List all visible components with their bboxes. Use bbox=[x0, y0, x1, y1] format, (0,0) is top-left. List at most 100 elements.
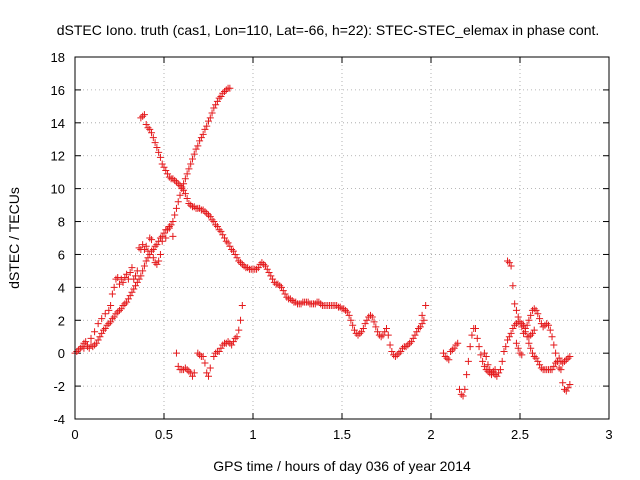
data-point bbox=[523, 321, 531, 329]
data-point bbox=[222, 86, 230, 94]
data-point bbox=[114, 308, 122, 316]
data-point bbox=[350, 326, 358, 334]
data-point bbox=[126, 269, 134, 277]
data-point bbox=[530, 305, 538, 313]
data-point bbox=[527, 311, 535, 319]
data-point bbox=[552, 349, 560, 357]
data-point bbox=[110, 313, 118, 321]
data-point bbox=[420, 316, 428, 324]
data-point bbox=[156, 250, 164, 258]
data-point bbox=[208, 109, 216, 117]
data-point bbox=[525, 316, 533, 324]
data-point bbox=[317, 300, 325, 308]
data-point bbox=[516, 318, 524, 326]
y-axis-label: dSTEC / TECUs bbox=[6, 187, 22, 289]
data-point bbox=[525, 339, 533, 347]
data-point bbox=[372, 323, 380, 331]
data-point bbox=[566, 380, 574, 388]
data-point bbox=[188, 372, 196, 380]
data-point bbox=[240, 262, 248, 270]
data-point bbox=[190, 369, 198, 377]
data-point bbox=[518, 323, 526, 331]
data-point bbox=[221, 88, 229, 96]
data-point bbox=[205, 372, 212, 380]
data-point bbox=[103, 321, 111, 329]
data-point bbox=[172, 178, 180, 186]
data-point bbox=[315, 298, 323, 306]
data-point bbox=[228, 246, 236, 254]
data-point bbox=[148, 236, 156, 244]
data-point bbox=[397, 348, 405, 356]
data-point bbox=[210, 218, 218, 226]
data-point bbox=[566, 352, 574, 360]
data-point bbox=[144, 247, 152, 255]
y-tick-label: 18 bbox=[51, 50, 65, 65]
data-point bbox=[512, 339, 520, 347]
data-point bbox=[146, 234, 154, 242]
data-point bbox=[418, 320, 426, 328]
data-point bbox=[370, 318, 378, 326]
data-point bbox=[105, 306, 113, 314]
data-point bbox=[155, 148, 163, 156]
data-point bbox=[132, 272, 140, 280]
data-point bbox=[208, 216, 216, 224]
data-point bbox=[185, 199, 193, 207]
data-point bbox=[99, 326, 107, 334]
data-point bbox=[495, 369, 503, 377]
data-point bbox=[210, 352, 218, 360]
data-point bbox=[559, 359, 567, 367]
data-point bbox=[562, 387, 570, 395]
data-point bbox=[413, 328, 421, 336]
data-point bbox=[217, 92, 225, 100]
data-point bbox=[222, 237, 230, 245]
data-point bbox=[114, 273, 122, 281]
data-point bbox=[514, 344, 522, 352]
data-point bbox=[96, 333, 104, 341]
data-point bbox=[215, 348, 223, 356]
data-point bbox=[525, 333, 533, 341]
data-point bbox=[491, 366, 499, 374]
data-point bbox=[146, 250, 154, 258]
data-point bbox=[119, 278, 127, 286]
data-point bbox=[140, 262, 148, 270]
data-point bbox=[544, 321, 552, 329]
data-point bbox=[530, 326, 538, 334]
data-point bbox=[528, 349, 536, 357]
data-point bbox=[203, 209, 211, 217]
data-point bbox=[196, 204, 204, 212]
data-point bbox=[91, 328, 99, 336]
data-point bbox=[199, 352, 207, 360]
data-point bbox=[128, 288, 136, 296]
data-point bbox=[388, 348, 396, 356]
data-point bbox=[409, 334, 417, 342]
data-point bbox=[116, 306, 123, 314]
data-point bbox=[158, 160, 166, 168]
data-point bbox=[169, 218, 177, 226]
data-point bbox=[188, 155, 196, 163]
data-point bbox=[536, 315, 544, 323]
data-point bbox=[92, 339, 100, 347]
data-point bbox=[518, 351, 526, 359]
data-point bbox=[557, 366, 565, 374]
data-point bbox=[384, 331, 392, 339]
data-point bbox=[534, 357, 542, 365]
data-point bbox=[231, 334, 239, 342]
data-point bbox=[203, 369, 211, 377]
data-point bbox=[450, 344, 458, 352]
data-point bbox=[270, 278, 278, 286]
data-point bbox=[356, 329, 364, 337]
data-point bbox=[333, 301, 341, 309]
data-point bbox=[358, 328, 366, 336]
data-point bbox=[210, 104, 218, 112]
data-point bbox=[416, 323, 424, 331]
data-point bbox=[171, 211, 179, 219]
data-point bbox=[126, 292, 134, 300]
data-point bbox=[215, 94, 223, 102]
data-point bbox=[183, 170, 191, 178]
data-point bbox=[514, 313, 522, 321]
data-point bbox=[457, 390, 465, 398]
y-tick-label: 14 bbox=[51, 116, 65, 131]
data-point bbox=[83, 341, 91, 349]
data-point bbox=[548, 366, 556, 374]
data-point bbox=[502, 343, 510, 351]
